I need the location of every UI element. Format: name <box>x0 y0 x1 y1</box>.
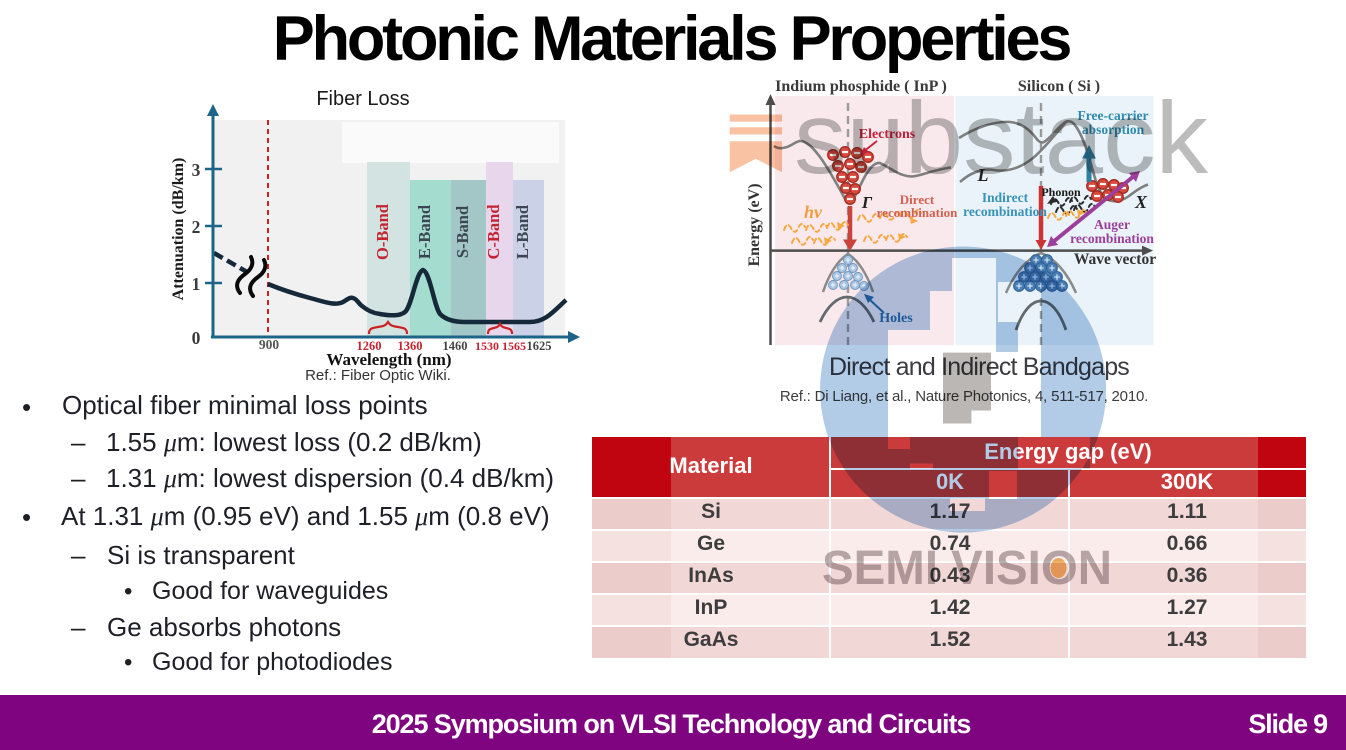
svg-text:Ref.: Fiber Optic Wiki.: Ref.: Fiber Optic Wiki. <box>305 367 451 384</box>
svg-text:C-Band: C-Band <box>484 204 503 259</box>
svg-text:Γ: Γ <box>861 193 873 212</box>
svg-text:Indirect: Indirect <box>982 190 1029 205</box>
svg-text:O-Band: O-Band <box>373 204 392 260</box>
svg-text:1: 1 <box>192 274 201 294</box>
svg-text:1360: 1360 <box>398 339 423 353</box>
svg-text:2: 2 <box>192 217 201 237</box>
svg-text:L-Band: L-Band <box>513 205 532 259</box>
svg-text:X: X <box>1134 192 1148 212</box>
svg-text:900: 900 <box>259 337 280 352</box>
svg-text:1565: 1565 <box>502 339 526 353</box>
svg-text:1460: 1460 <box>443 339 468 353</box>
svg-text:L: L <box>977 165 989 185</box>
svg-text:Attenuation (dB/km): Attenuation (dB/km) <box>170 158 187 301</box>
svg-text:substack: substack <box>794 81 1209 195</box>
svg-text:Silicon ( Si ): Silicon ( Si ) <box>1018 78 1100 95</box>
svg-text:3: 3 <box>192 160 201 180</box>
svg-text:0: 0 <box>192 328 201 348</box>
svg-text:Fiber Loss: Fiber Loss <box>316 88 409 110</box>
svg-text:1625: 1625 <box>527 339 552 353</box>
svg-text:Electrons: Electrons <box>859 127 916 142</box>
svg-text:recombination: recombination <box>1070 231 1154 246</box>
svg-text:E-Band: E-Band <box>415 205 434 259</box>
svg-text:1260: 1260 <box>357 339 382 353</box>
svg-text:Wave vector: Wave vector <box>1074 251 1156 268</box>
svg-text:Free-carrier: Free-carrier <box>1078 108 1149 123</box>
svg-text:absorption: absorption <box>1082 122 1145 137</box>
svg-text:Direct: Direct <box>900 192 935 207</box>
svg-text:S-Band: S-Band <box>453 206 472 258</box>
svg-text:Auger: Auger <box>1094 217 1130 232</box>
svg-text:Phonon: Phonon <box>1041 185 1081 199</box>
svg-text:Energy (eV): Energy (eV) <box>746 183 763 266</box>
svg-text:recombination: recombination <box>877 205 958 220</box>
svg-text:1530: 1530 <box>475 339 499 353</box>
svg-text:SEMI VISION: SEMI VISION <box>822 542 1112 595</box>
svg-text:Indium phosphide ( InP ): Indium phosphide ( InP ) <box>775 78 947 95</box>
svg-text:Wavelength (nm): Wavelength (nm) <box>326 350 451 369</box>
svg-text:recombination: recombination <box>963 204 1047 219</box>
svg-text:hν: hν <box>804 202 823 222</box>
